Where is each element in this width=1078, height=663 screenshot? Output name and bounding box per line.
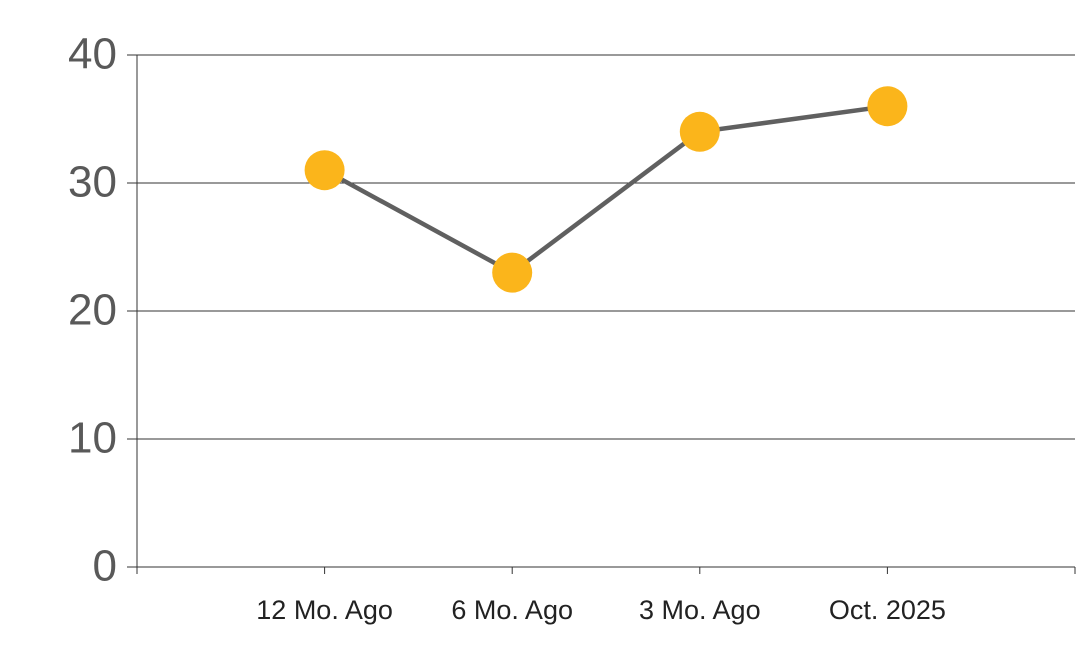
y-tick-label: 40	[68, 30, 117, 79]
x-tick-label: Oct. 2025	[829, 595, 946, 625]
marker	[867, 86, 908, 127]
marker	[304, 150, 345, 191]
marker	[492, 252, 533, 293]
x-tick-label: 12 Mo. Ago	[256, 595, 393, 625]
y-tick-label: 20	[68, 286, 117, 335]
x-tick-label: 6 Mo. Ago	[451, 595, 573, 625]
y-tick-label: 10	[68, 414, 117, 463]
y-tick-label: 30	[68, 158, 117, 207]
marker	[679, 111, 720, 152]
line	[323, 103, 888, 275]
y-tick-label: 0	[93, 542, 117, 591]
x-tick-label: 3 Mo. Ago	[639, 595, 761, 625]
